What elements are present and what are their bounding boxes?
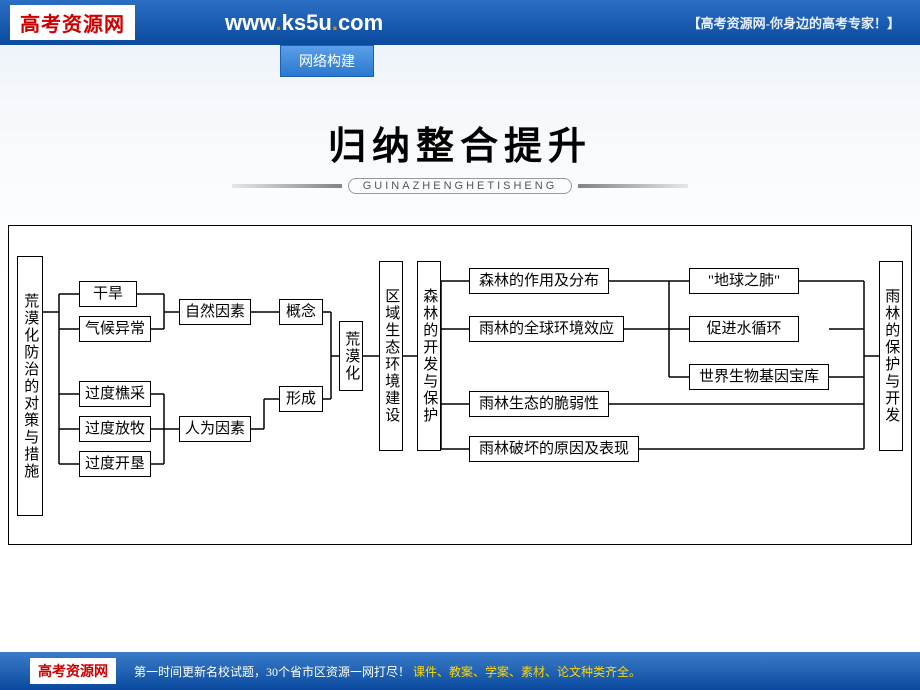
diagram-node-n12: 区域生态环境建设	[379, 261, 403, 451]
main-title: 归纳整合提升	[0, 115, 920, 170]
diagram-node-n10: 形成	[279, 386, 323, 412]
diagram-node-n16: 雨林生态的脆弱性	[469, 391, 609, 417]
footer-logo[interactable]: 高考资源网	[30, 658, 116, 684]
page-footer: 高考资源网 第一时间更新名校试题，30个省市区资源一网打尽！ 课件、教案、学案、…	[0, 652, 920, 690]
divider-left	[232, 184, 342, 188]
diagram-node-n8: 人为因素	[179, 416, 251, 442]
diagram-node-n20: 世界生物基因宝库	[689, 364, 829, 390]
section-tab[interactable]: 网络构建	[280, 45, 374, 77]
diagram-node-n13: 森林的开发与保护	[417, 261, 441, 451]
diagram-node-n19: 促进水循环	[689, 316, 799, 342]
divider-right	[578, 184, 688, 188]
diagram-node-n3: 气候异常	[79, 316, 151, 342]
diagram-node-n14: 森林的作用及分布	[469, 268, 609, 294]
concept-diagram: 荒漠化防治的对策与措施 干旱气候异常过度樵采过度放牧过度开垦 自然因素人为因素 概念形…	[8, 225, 912, 545]
diagram-node-n21: 雨林的保护与开发	[879, 261, 903, 451]
diagram-node-n17: 雨林破坏的原因及表现	[469, 436, 639, 462]
site-url[interactable]: www.ks5u.com	[225, 10, 383, 36]
header-tagline: 【高考资源网-你身边的高考专家！】	[688, 13, 900, 32]
footer-text: 第一时间更新名校试题，30个省市区资源一网打尽！ 课件、教案、学案、素材、论文种…	[134, 663, 641, 680]
diagram-node-n18: "地球之肺"	[689, 268, 799, 294]
diagram-node-n5: 过度放牧	[79, 416, 151, 442]
diagram-node-n15: 雨林的全球环境效应	[469, 316, 624, 342]
diagram-node-n2: 干旱	[79, 281, 137, 307]
diagram-node-n7: 自然因素	[179, 299, 251, 325]
site-logo[interactable]: 高考资源网	[10, 5, 135, 40]
diagram-node-n6: 过度开垦	[79, 451, 151, 477]
page-header: 高考资源网 www.ks5u.com 【高考资源网-你身边的高考专家！】	[0, 0, 920, 45]
diagram-node-n11: 荒漠化	[339, 321, 363, 391]
title-section: 归纳整合提升 GUINAZHENGHETISHENG	[0, 115, 920, 194]
subtitle-bar: GUINAZHENGHETISHENG	[232, 178, 689, 194]
subtitle-pinyin: GUINAZHENGHETISHENG	[348, 178, 573, 194]
diagram-node-n1: 荒漠化防治的对策与措施	[17, 256, 43, 516]
diagram-node-n4: 过度樵采	[79, 381, 151, 407]
diagram-node-n9: 概念	[279, 299, 323, 325]
